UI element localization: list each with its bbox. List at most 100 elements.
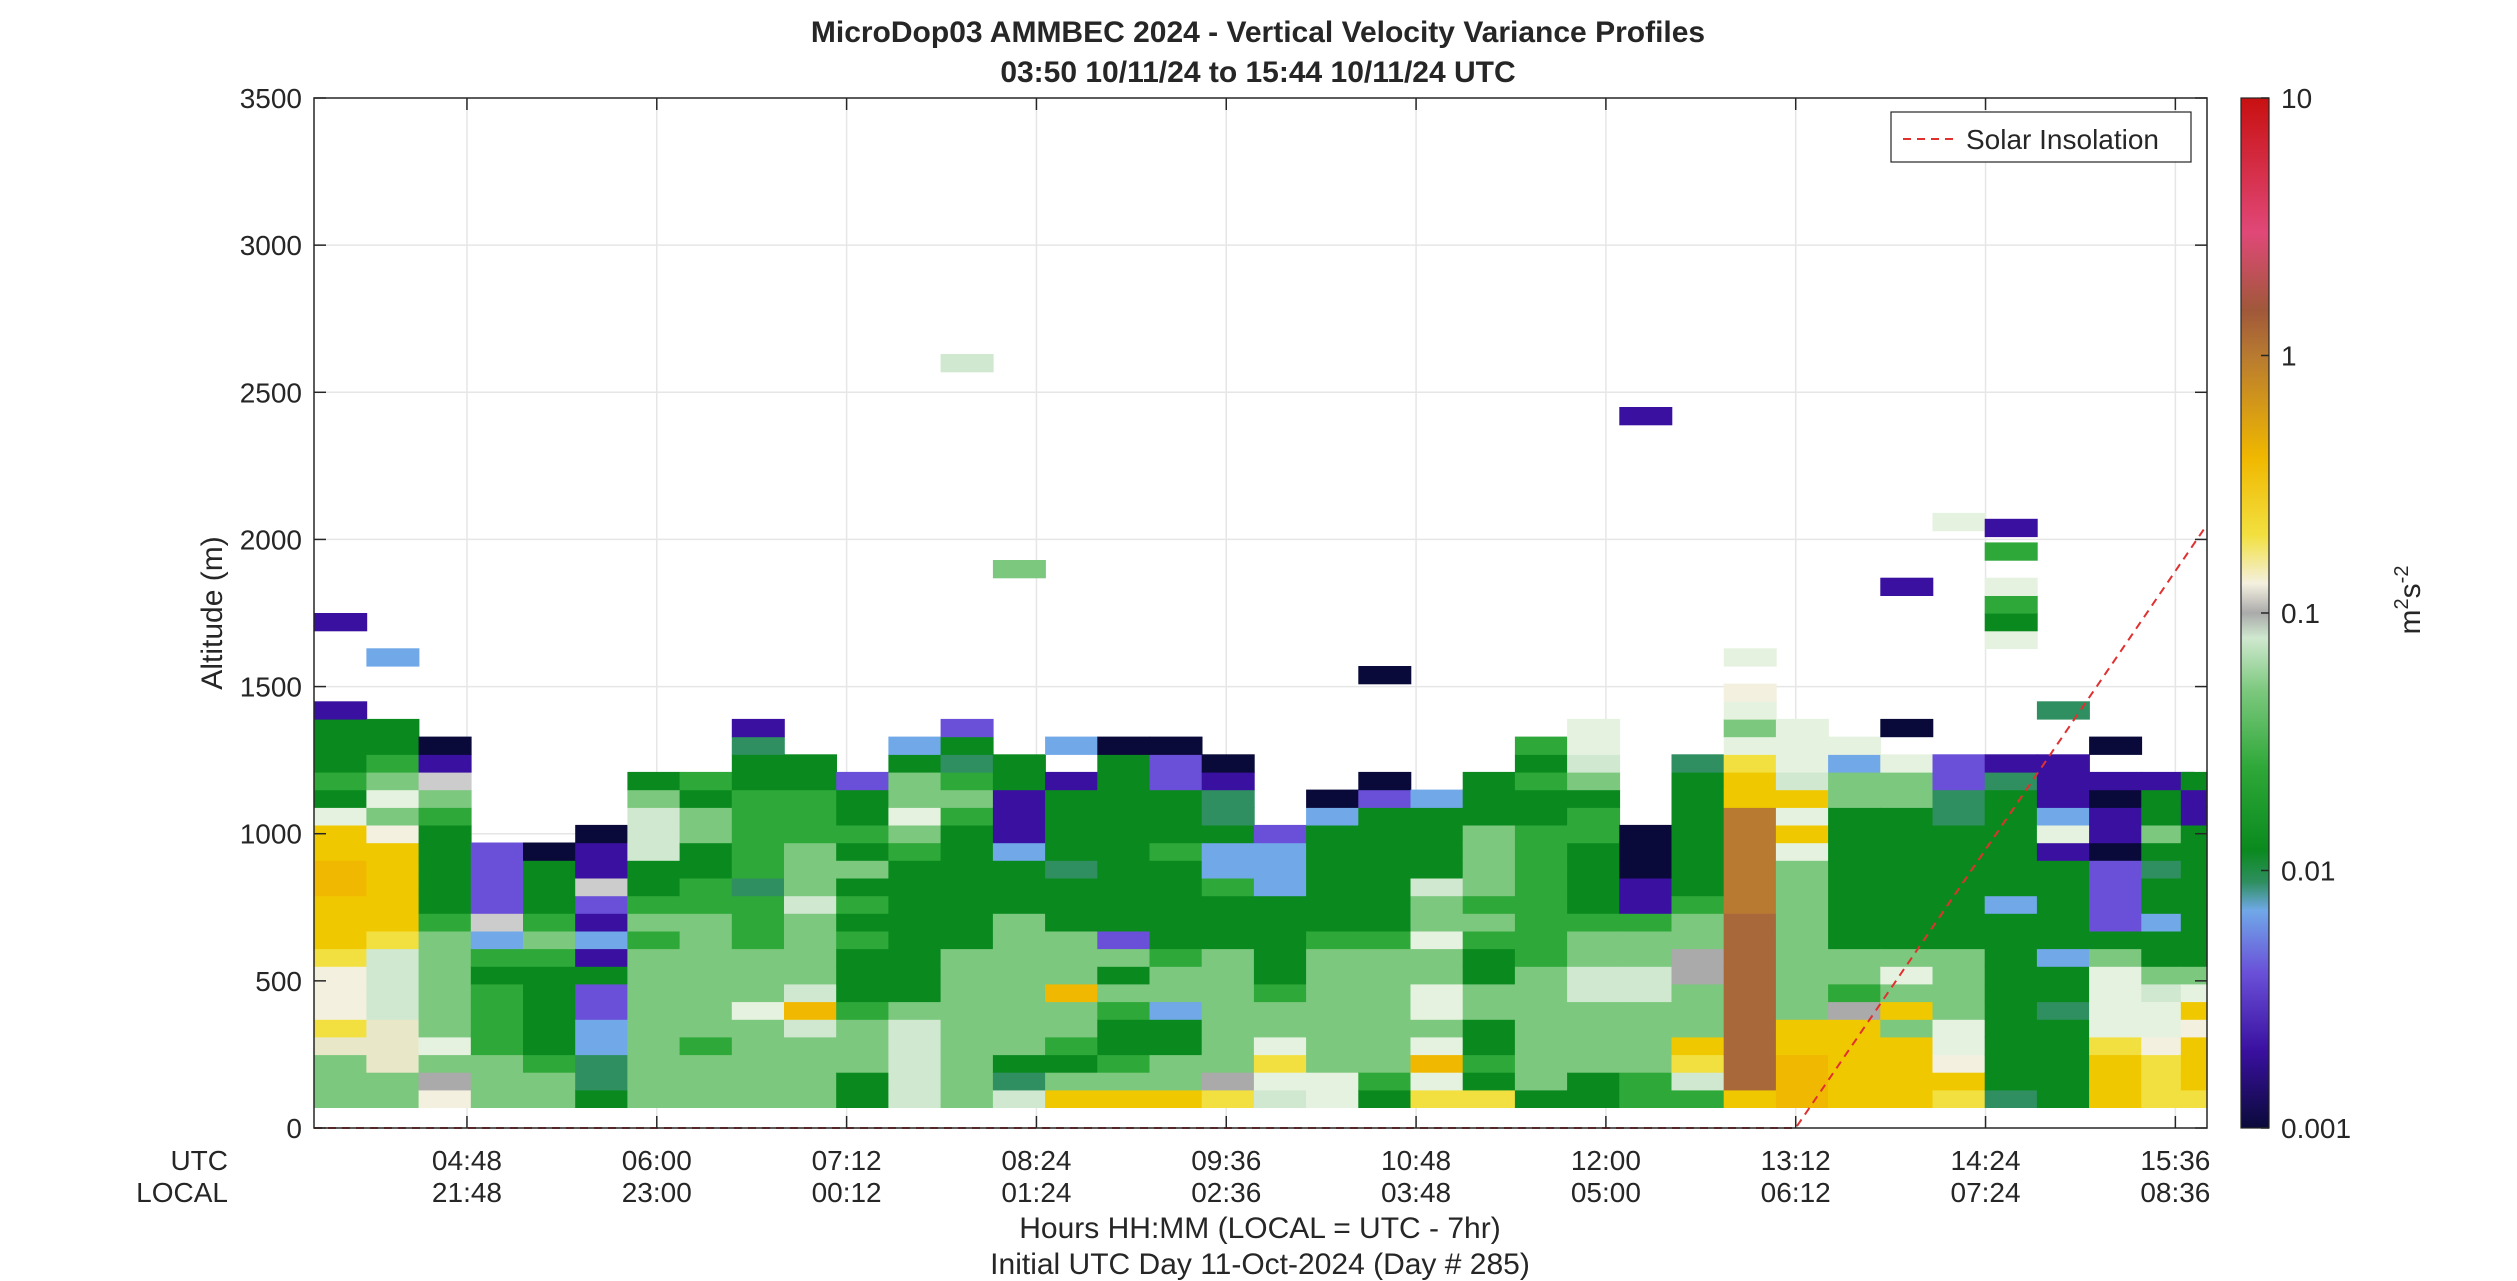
heatmap-cell	[1932, 930, 1986, 950]
heatmap-cell	[888, 824, 942, 844]
heatmap-cell	[470, 948, 524, 967]
y-tick-label: 2000	[240, 524, 302, 555]
heatmap-cell	[888, 842, 942, 861]
heatmap-cell	[1880, 877, 1934, 897]
heatmap-cell	[1984, 807, 2038, 826]
heatmap-cell	[1984, 613, 2038, 632]
heatmap-cell	[2089, 789, 2143, 808]
heatmap-cell	[1306, 789, 1360, 808]
heatmap-cell	[1462, 1089, 1516, 1108]
heatmap-cell	[1306, 824, 1360, 844]
heatmap-cell	[470, 877, 524, 897]
heatmap-cell	[1932, 895, 1986, 914]
heatmap-cell	[784, 966, 837, 985]
heatmap-cell	[2089, 877, 2143, 897]
heatmap-cell	[1514, 1089, 1568, 1108]
heatmap-cell	[366, 1036, 420, 1056]
heatmap-cell	[627, 1072, 681, 1091]
heatmap-cell	[1880, 1019, 1934, 1038]
heatmap-cell	[1775, 877, 1829, 897]
heatmap-cell	[784, 807, 837, 826]
heatmap-cell	[1462, 966, 1516, 985]
heatmap-cell	[1149, 895, 1203, 914]
heatmap-cell	[1828, 1001, 1882, 1020]
heatmap-cell	[1097, 789, 1151, 808]
heatmap-cell	[470, 895, 524, 914]
heatmap-cell	[1097, 754, 1151, 773]
heatmap-cell	[1097, 1036, 1151, 1056]
heatmap-cell	[470, 1072, 524, 1091]
heatmap-cell	[1932, 771, 1986, 791]
heatmap-cell	[1984, 966, 2038, 985]
heatmap-cell	[679, 771, 733, 791]
heatmap-cell	[992, 560, 1046, 579]
heatmap-cell	[1514, 860, 1568, 879]
heatmap-cell	[1462, 913, 1516, 932]
legend-box: Solar Insolation	[1890, 111, 2192, 163]
heatmap-cell	[784, 1089, 837, 1108]
heatmap-cell	[627, 913, 681, 932]
heatmap-cell	[1514, 948, 1568, 967]
heatmap-cell	[940, 718, 994, 738]
heatmap-cell	[1880, 1036, 1934, 1056]
heatmap-cell	[1149, 736, 1203, 755]
heatmap-cell	[1567, 1072, 1621, 1091]
heatmap-cell	[2089, 895, 2143, 914]
heatmap-cell	[1828, 771, 1882, 791]
heatmap-cell	[1723, 1019, 1777, 1038]
heatmap-cell	[1723, 913, 1777, 932]
heatmap-cell	[2180, 789, 2208, 808]
x-tick-label-local: 07:24	[1951, 1177, 2021, 1208]
heatmap-cell	[679, 1019, 733, 1038]
heatmap-cell	[836, 1054, 890, 1073]
heatmap-cell	[992, 1072, 1046, 1091]
heatmap-cell	[418, 895, 472, 914]
heatmap-cell	[1514, 966, 1568, 985]
heatmap-cell	[470, 930, 524, 950]
heatmap-cell	[1775, 842, 1829, 861]
heatmap-cell	[1723, 1036, 1777, 1056]
heatmap-cell	[992, 983, 1046, 1003]
heatmap-cell	[1358, 771, 1412, 791]
heatmap-cell	[2036, 807, 2090, 826]
heatmap-cell	[1880, 718, 1934, 738]
heatmap-cell	[627, 930, 681, 950]
heatmap-cell	[1828, 1089, 1882, 1108]
heatmap-cell	[784, 895, 837, 914]
heatmap-cell	[1671, 930, 1725, 950]
heatmap-cell	[1723, 789, 1777, 808]
heatmap-cell	[731, 807, 785, 826]
heatmap-cell	[627, 983, 681, 1003]
heatmap-cell	[2036, 771, 2090, 791]
heatmap-cell	[1828, 930, 1882, 950]
heatmap-cell	[1358, 824, 1412, 844]
heatmap-cell	[1828, 860, 1882, 879]
heatmap-cell	[1514, 1054, 1568, 1073]
heatmap-cell	[1253, 842, 1307, 861]
heatmap-cell	[1097, 895, 1151, 914]
heatmap-cell	[1775, 824, 1829, 844]
heatmap-cell	[2180, 1054, 2208, 1073]
heatmap-cell	[888, 966, 942, 985]
heatmap-cell	[992, 877, 1046, 897]
heatmap-cell	[1253, 983, 1307, 1003]
heatmap-cell	[1775, 895, 1829, 914]
heatmap-cell	[1201, 1054, 1255, 1073]
heatmap-cell	[1514, 842, 1568, 861]
heatmap-cell	[418, 983, 472, 1003]
x-tick-label-utc: 09:36	[1191, 1145, 1261, 1176]
heatmap-cell	[784, 1019, 837, 1038]
heatmap-cell	[627, 877, 681, 897]
heatmap-cell	[1201, 860, 1255, 879]
heatmap-cell	[1671, 842, 1725, 861]
heatmap-cell	[731, 948, 785, 967]
heatmap-cell	[2089, 842, 2143, 861]
heatmap-cell	[992, 807, 1046, 826]
heatmap-cell	[1671, 966, 1725, 985]
heatmap-cell	[1567, 842, 1621, 861]
heatmap-cell	[575, 1072, 629, 1091]
heatmap-cell	[1410, 877, 1464, 897]
heatmap-cell	[1671, 913, 1725, 932]
heatmap-cell	[2036, 895, 2090, 914]
heatmap-cell	[1149, 1089, 1203, 1108]
